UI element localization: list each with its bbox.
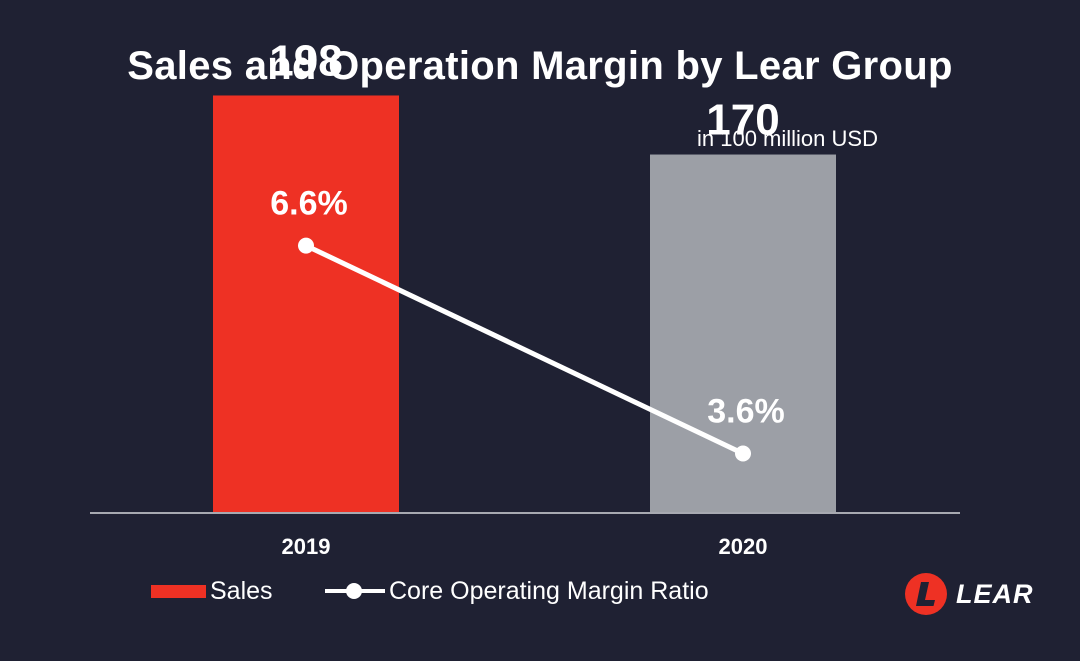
bar-value-label-2020: 170 [706, 96, 779, 145]
legend-swatch-margin [325, 580, 385, 602]
margin-point-2020 [735, 445, 751, 462]
lear-logo: LEAR [904, 572, 1034, 616]
margin-point-2019 [298, 237, 314, 254]
x-tick-label-2019: 2019 [282, 534, 331, 559]
margin-label-2019: 6.6% [270, 185, 348, 223]
legend-item-margin: Core Operating Margin Ratio [325, 576, 709, 606]
chart-title: Sales and Operation Margin by Lear Group [127, 44, 953, 88]
legend-swatch-sales [151, 584, 206, 598]
x-tick-label-2020: 2020 [719, 534, 768, 559]
unit-label: in 100 million USD [697, 126, 878, 151]
margin-label-2020: 3.6% [707, 393, 785, 431]
bar-value-label-2019: 198 [269, 36, 342, 85]
logo-text: LEAR [956, 578, 1034, 609]
bar-2019 [213, 95, 399, 513]
legend-label-margin: Core Operating Margin Ratio [389, 576, 709, 605]
legend-label-sales: Sales [210, 576, 273, 605]
margin-line [304, 243, 745, 456]
legend-item-sales: Sales [151, 576, 273, 606]
lear-logo-icon [905, 573, 947, 615]
